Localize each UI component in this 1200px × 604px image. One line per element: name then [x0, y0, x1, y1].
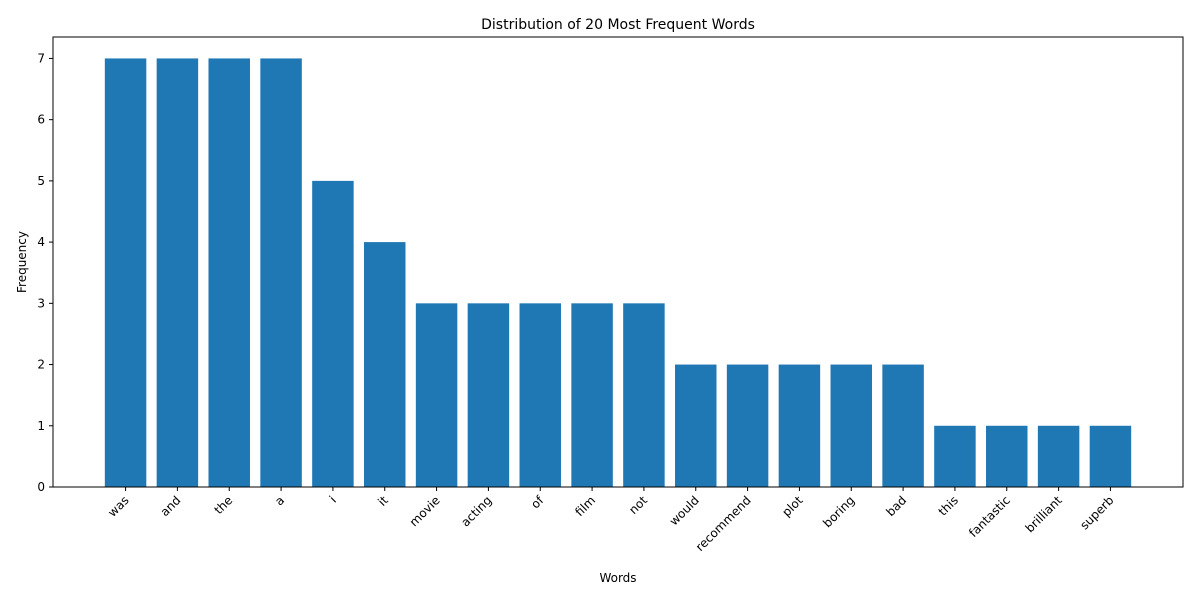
y-axis: 0 1 2 3 4 5 6 7: [37, 51, 53, 494]
x-tick-label: plot: [779, 493, 805, 519]
bar-plot: [778, 364, 821, 487]
x-axis-label: Words: [599, 571, 636, 585]
x-tick-label: boring: [820, 493, 857, 530]
bar-fantastic: [986, 425, 1028, 487]
x-tick-label: recommend: [693, 493, 754, 554]
x-tick-label: the: [212, 493, 236, 517]
bar-was: [104, 58, 147, 488]
bar-bad: [882, 364, 924, 487]
bar-and: [156, 58, 199, 488]
x-tick-label: not: [626, 493, 650, 517]
bar-not: [623, 303, 665, 487]
bar-of: [519, 303, 561, 487]
chart-title: Distribution of 20 Most Frequent Words: [481, 17, 755, 33]
x-tick-label: superb: [1077, 493, 1116, 532]
bar-brilliant: [1037, 425, 1080, 487]
x-tick-label: i: [327, 493, 339, 505]
bar-movie: [415, 303, 458, 487]
bar-would: [675, 364, 717, 487]
bar-this: [934, 425, 976, 487]
x-axis: was and the a i it movie acting of film not wouldre…: [105, 487, 1117, 554]
x-tick-label: was: [105, 493, 131, 519]
y-tick-label: 6: [37, 113, 45, 127]
x-tick-label: this: [936, 493, 961, 518]
bar-superb: [1089, 425, 1132, 487]
y-tick-label: 7: [37, 51, 45, 65]
x-tick-label: bad: [883, 493, 909, 519]
x-tick-label: acting: [458, 493, 494, 529]
x-tick-label: film: [572, 493, 598, 519]
y-tick-label: 1: [37, 419, 45, 433]
plot-bars: [104, 58, 1132, 488]
x-tick-label: and: [158, 493, 184, 519]
y-tick-label: 3: [37, 296, 45, 310]
bar-boring: [830, 364, 872, 487]
x-tick-label: a: [272, 493, 287, 508]
bar-film: [571, 303, 613, 487]
y-tick-label: 4: [37, 235, 45, 249]
plot-frame: [52, 36, 1184, 488]
bar-the: [208, 58, 250, 488]
bar-a: [260, 58, 302, 488]
x-tick-label: movie: [407, 493, 443, 529]
y-tick-label: 5: [37, 174, 45, 188]
bar-it: [364, 242, 406, 487]
x-tick-label: it: [375, 493, 391, 509]
x-tick-label: would: [667, 493, 702, 528]
y-tick-label: 0: [37, 480, 45, 494]
bar-acting: [467, 303, 510, 487]
y-tick-label: 2: [37, 358, 45, 372]
bar-i: [312, 180, 354, 487]
x-tick-label: brilliant: [1023, 493, 1065, 535]
y-axis-label: Frequency: [15, 231, 29, 293]
x-tick-label: fantastic: [966, 493, 1013, 540]
bar-recommend: [726, 364, 769, 487]
x-tick-label: of: [528, 493, 547, 512]
